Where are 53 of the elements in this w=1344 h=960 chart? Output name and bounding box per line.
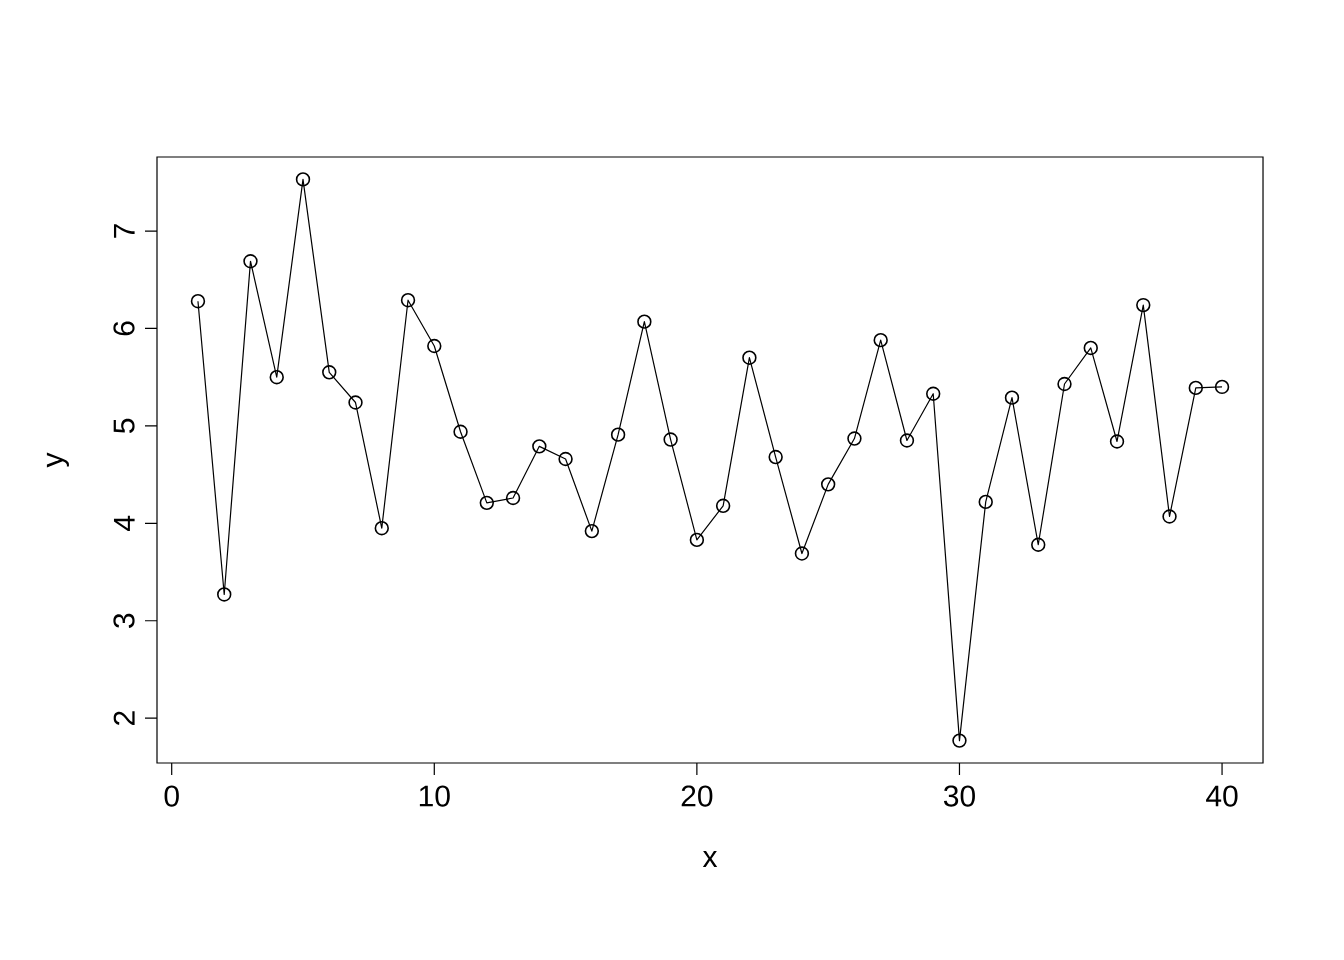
point (1162, 509, 1177, 524)
point (637, 314, 652, 329)
point (400, 293, 416, 308)
point (689, 532, 705, 548)
point (243, 254, 258, 269)
x-tick-label: 20 (681, 785, 713, 807)
x-tick-label: 40 (1206, 785, 1238, 807)
point (610, 427, 626, 442)
point (479, 495, 495, 511)
point (899, 433, 915, 448)
point (794, 546, 810, 561)
x-tick-label: 30 (943, 785, 975, 807)
point (742, 350, 757, 365)
y-tick-label: 5 (113, 418, 135, 434)
point (532, 439, 547, 454)
point (663, 432, 678, 447)
y-tick-label: 6 (113, 321, 135, 336)
point (558, 451, 573, 467)
point (978, 494, 993, 510)
point (768, 449, 783, 465)
point (374, 521, 389, 536)
y-tick-label: 7 (113, 224, 135, 238)
point (505, 490, 521, 506)
point (873, 332, 888, 348)
y-tick-label: 4 (113, 515, 135, 531)
point (1109, 434, 1125, 449)
point (584, 523, 600, 539)
point (1083, 340, 1098, 356)
point (1004, 390, 1020, 405)
point (926, 386, 941, 401)
point (1031, 537, 1046, 552)
point (1214, 379, 1230, 395)
point (453, 424, 468, 439)
point (217, 587, 232, 602)
point (1188, 380, 1203, 396)
point (322, 365, 337, 380)
x-axis-title: x (702, 851, 718, 867)
point (1136, 297, 1151, 313)
point (295, 172, 311, 187)
point (348, 395, 363, 410)
y-axis-title: y (46, 452, 69, 468)
point (1057, 376, 1072, 392)
point (820, 477, 836, 492)
x-tick-label: 0 (164, 785, 179, 807)
point (715, 498, 731, 513)
point (847, 431, 862, 446)
y-tick-label: 3 (113, 613, 135, 628)
point (427, 338, 442, 354)
y-tick-label: 2 (113, 711, 135, 726)
point (190, 293, 206, 309)
point (952, 733, 967, 748)
x-tick-label: 10 (419, 785, 450, 807)
point (269, 369, 284, 385)
